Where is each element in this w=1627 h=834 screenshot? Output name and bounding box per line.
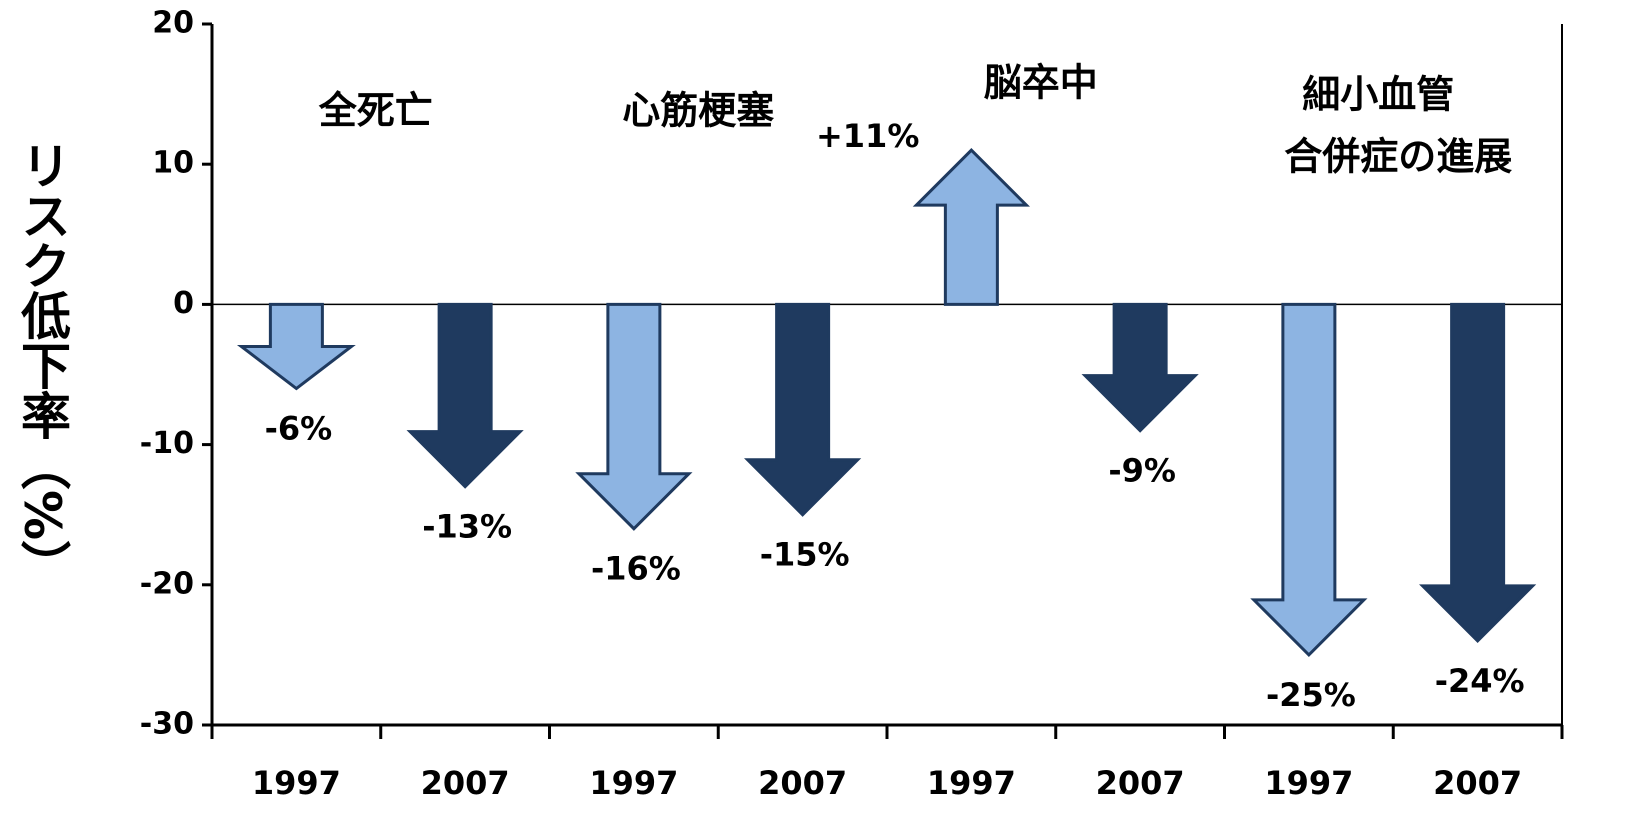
arrow — [1419, 302, 1537, 644]
value-label: -13% — [422, 508, 512, 546]
y-tick-label: 10 — [152, 146, 194, 181]
value-label: -16% — [591, 550, 681, 588]
value-label: -6% — [265, 410, 333, 448]
group-label: 脳卒中 — [984, 61, 1098, 105]
y-tick-label: -20 — [140, 566, 194, 601]
y-tick-label: -30 — [140, 707, 194, 742]
y-tick-label: -10 — [140, 426, 194, 461]
arrow — [406, 302, 524, 489]
y-axis-title: リスク低下率（%） — [13, 140, 71, 590]
arrow — [236, 302, 356, 391]
value-label: -25% — [1266, 676, 1356, 714]
x-tick-label: 2007 — [1096, 764, 1185, 802]
arrow — [1250, 302, 1368, 658]
value-label: -9% — [1108, 452, 1176, 490]
x-tick-label: 2007 — [421, 764, 510, 802]
value-label: -15% — [760, 536, 850, 574]
y-tick-label: 20 — [152, 6, 194, 41]
group-label: 全死亡 — [318, 89, 433, 133]
y-tick-label: 0 — [173, 286, 194, 321]
value-label: +11% — [816, 117, 919, 155]
x-tick-label: 1997 — [1264, 764, 1353, 802]
arrow — [575, 302, 693, 531]
x-tick-label: 2007 — [1433, 764, 1522, 802]
group-label: 心筋梗塞 — [622, 89, 774, 133]
arrow — [1081, 302, 1199, 433]
x-tick-label: 2007 — [758, 764, 847, 802]
x-tick-label: 1997 — [589, 764, 678, 802]
value-label: -24% — [1435, 662, 1525, 700]
x-tick-label: 1997 — [927, 764, 1016, 802]
arrow — [912, 148, 1031, 306]
arrow — [744, 302, 862, 517]
group-label: 合併症の進展 — [1284, 135, 1512, 179]
group-label: 細小血管 — [1302, 73, 1454, 117]
x-tick-label: 1997 — [252, 764, 341, 802]
